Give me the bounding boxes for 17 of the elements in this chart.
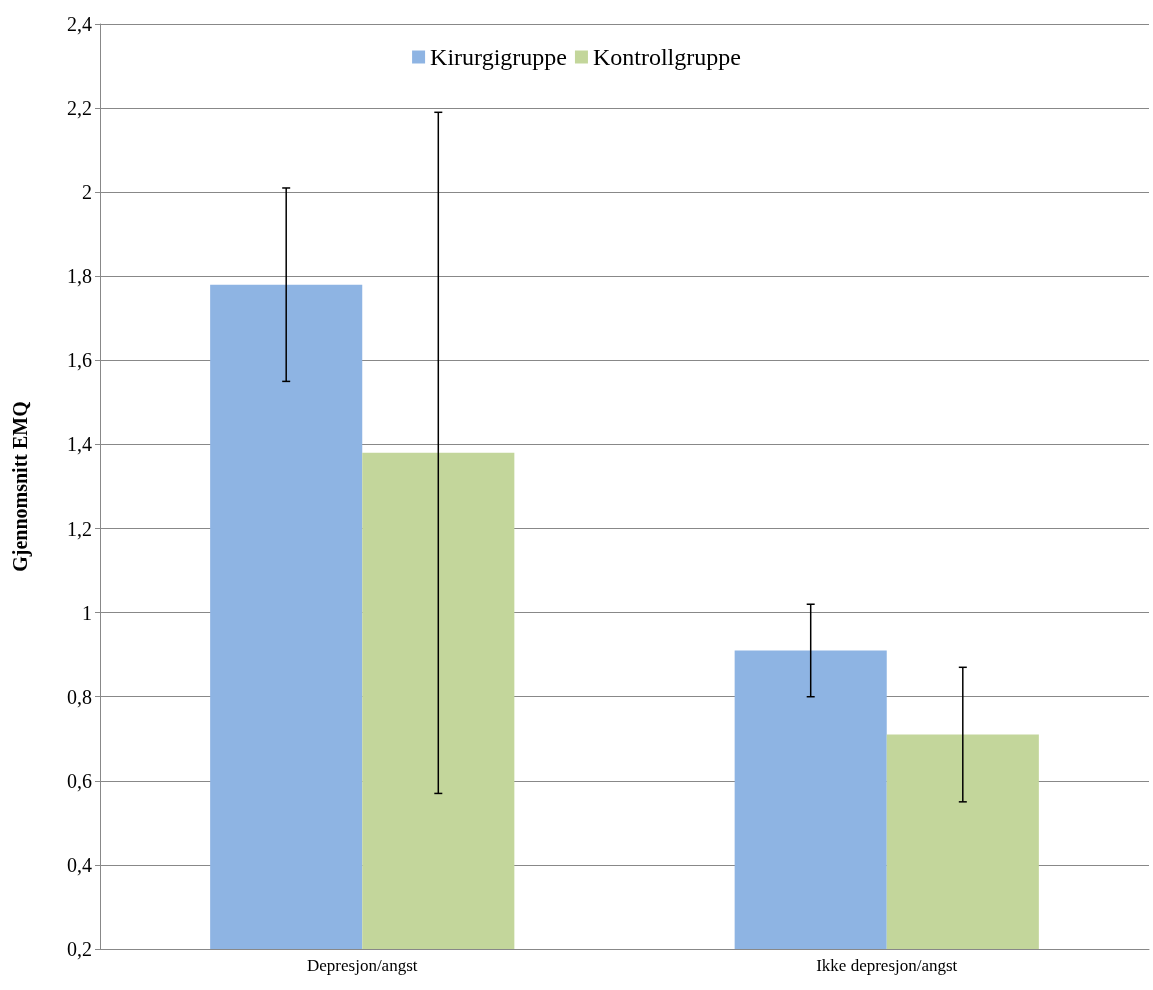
y-tick-label: 2,2: [67, 97, 92, 120]
x-tick-label: Ikke depresjon/angst: [816, 956, 958, 975]
x-tick-label: Depresjon/angst: [307, 956, 418, 975]
y-tick-label: 0,4: [67, 853, 92, 876]
y-tick-label: 0,8: [67, 685, 92, 708]
y-tick-label: 2: [82, 181, 92, 204]
y-tick-label: 2,4: [67, 13, 92, 35]
y-axis-title: Gjennomsnitt EMQ: [9, 401, 32, 572]
y-tick-label: 1: [82, 601, 92, 624]
y-tick-label: 0,6: [67, 769, 92, 792]
legend-label: Kontrollgruppe: [592, 44, 741, 70]
legend-label: Kirurgigruppe: [430, 44, 567, 70]
y-tick-label: 1,4: [67, 433, 92, 456]
y-tick-label: 1,6: [67, 349, 92, 372]
y-tick-label: 1,2: [67, 517, 92, 540]
y-tick-label: 0,2: [67, 938, 92, 960]
y-tick-label: 1,8: [67, 265, 92, 288]
